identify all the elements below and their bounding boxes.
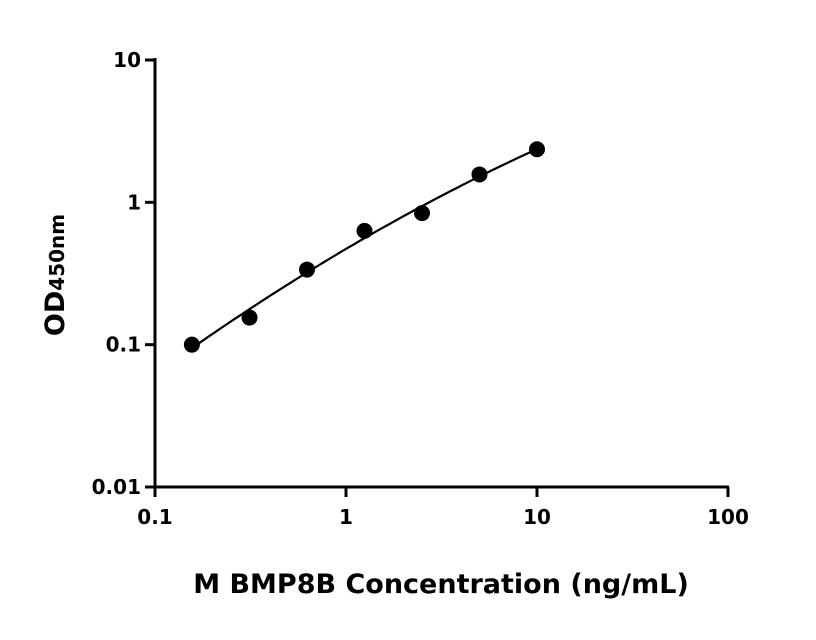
y-tick-label: 0.01 xyxy=(92,475,141,499)
data-point xyxy=(183,336,200,353)
y-axis-label-sub: 450nm xyxy=(45,214,69,291)
x-tick-label: 0.1 xyxy=(137,505,172,529)
x-tick-label: 100 xyxy=(707,505,749,529)
data-point xyxy=(356,222,373,239)
y-tick-label: 1 xyxy=(127,190,141,214)
data-point xyxy=(471,166,488,183)
y-tick-label: 10 xyxy=(113,48,141,72)
y-axis-label: OD450nm xyxy=(40,214,71,336)
x-tick-label: 1 xyxy=(339,505,353,529)
y-axis-label-main: OD xyxy=(40,291,71,336)
x-tick-label: 10 xyxy=(523,505,551,529)
y-tick-label: 0.1 xyxy=(106,333,141,357)
data-point xyxy=(241,309,258,326)
x-axis-label: M BMP8B Concentration (ng/mL) xyxy=(193,569,689,600)
data-point xyxy=(299,261,316,278)
data-point xyxy=(529,141,545,158)
data-point xyxy=(414,205,431,222)
